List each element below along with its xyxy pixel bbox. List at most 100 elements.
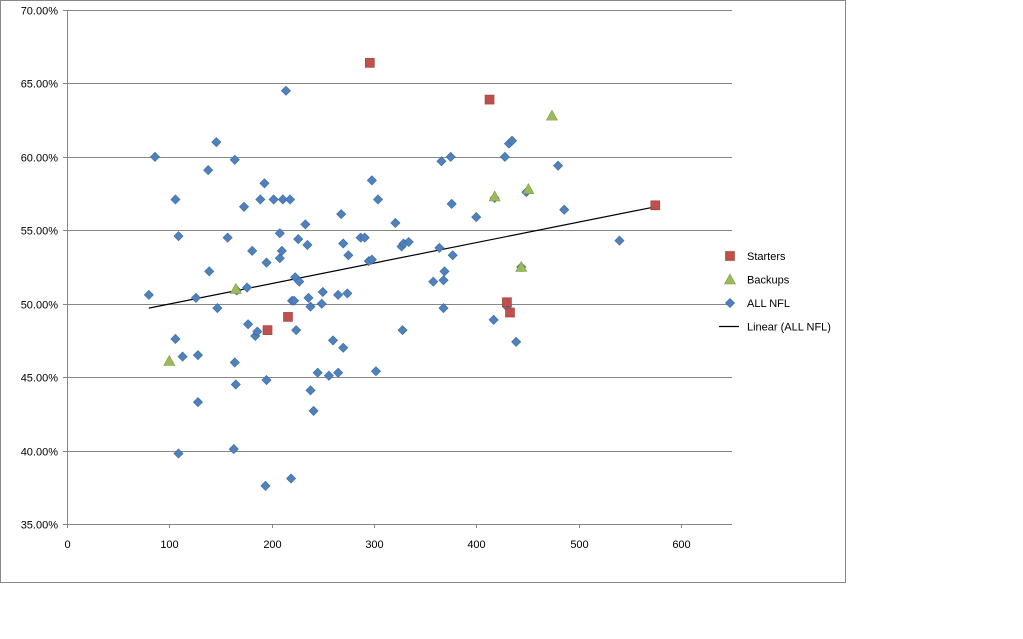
data-point-square: [262, 325, 273, 335]
data-point-square: [502, 297, 512, 308]
data-point-diamond: [274, 253, 285, 264]
data-point-diamond: [372, 194, 384, 205]
data-point-diamond: [190, 292, 201, 303]
data-point-diamond: [285, 194, 296, 205]
legend-swatch-triangle: [723, 273, 737, 285]
data-point-diamond: [342, 288, 353, 299]
data-point-diamond: [149, 151, 161, 162]
data-point-diamond: [293, 234, 304, 245]
x-tick-label: 100: [160, 539, 178, 551]
data-point-diamond: [312, 367, 323, 378]
data-point-diamond: [559, 204, 570, 215]
data-point-diamond: [229, 154, 240, 165]
data-point-square: [505, 307, 515, 318]
legend-item: Starters: [725, 251, 786, 263]
data-point-diamond: [143, 289, 154, 300]
data-point-diamond: [276, 245, 287, 256]
data-point-triangle: [522, 183, 535, 194]
data-point-diamond: [471, 212, 482, 223]
data-point-diamond: [338, 238, 349, 249]
data-point-diamond: [390, 217, 401, 228]
y-tick-label: 40.00%: [21, 447, 59, 459]
data-point-diamond: [212, 303, 223, 314]
series-backups: [163, 109, 558, 366]
data-point-diamond: [434, 242, 445, 253]
data-point-diamond: [286, 473, 297, 484]
legend-label: Starters: [747, 251, 786, 263]
data-point-square: [283, 312, 293, 322]
data-point-diamond: [228, 444, 239, 455]
data-point-diamond: [336, 209, 347, 220]
data-point-diamond: [238, 201, 250, 212]
data-point-diamond: [338, 342, 349, 353]
data-point-diamond: [261, 257, 272, 268]
series-all-nfl: [143, 85, 661, 491]
data-point-diamond: [294, 276, 305, 287]
data-point-diamond: [305, 301, 316, 312]
x-tick-label: 400: [467, 539, 485, 551]
data-point-diamond: [316, 298, 327, 309]
data-point-diamond: [277, 194, 288, 205]
data-point-diamond: [507, 135, 518, 146]
data-point-triangle: [488, 190, 501, 202]
data-point-diamond: [289, 295, 300, 306]
data-point-diamond: [252, 326, 263, 337]
data-point-diamond: [333, 367, 344, 378]
data-point-square: [365, 58, 375, 68]
legend-item: ALL NFL: [724, 297, 790, 310]
y-tick-label: 45.00%: [21, 373, 59, 385]
y-tick-label: 35.00%: [21, 520, 59, 532]
y-tick-label: 55.00%: [21, 226, 59, 238]
x-tick-label: 0: [64, 539, 70, 551]
legend: Starters Backups ALL NFL Linear (ALL NFL): [719, 251, 831, 334]
data-point-diamond: [222, 232, 233, 243]
y-tick-label: 65.00%: [21, 79, 59, 91]
y-tick-label: 50.00%: [21, 300, 59, 312]
data-point-diamond: [170, 333, 181, 344]
data-point-diamond: [445, 151, 456, 162]
data-point-triangle: [229, 282, 242, 294]
legend-item: Backups: [723, 273, 790, 287]
data-point-square: [650, 200, 661, 211]
data-point-diamond: [436, 156, 447, 167]
data-point-diamond: [366, 254, 377, 265]
data-point-diamond: [446, 198, 457, 209]
y-tick-label: 60.00%: [21, 153, 59, 165]
data-point-triangle: [163, 354, 176, 366]
data-point-diamond: [211, 137, 222, 148]
legend-item: Linear (ALL NFL): [719, 322, 831, 334]
data-point-diamond: [397, 325, 408, 336]
axes: 35.00% 40.00% 45.00% 50.00% 55.00% 60.00% 65.0…: [21, 6, 691, 552]
legend-swatch-square: [725, 251, 735, 261]
data-point-diamond: [242, 282, 253, 293]
data-point-diamond: [173, 448, 184, 459]
data-point-diamond: [305, 385, 316, 396]
data-point-diamond: [177, 351, 188, 362]
data-point-square: [484, 94, 495, 105]
data-point-diamond: [255, 194, 266, 205]
data-point-diamond: [317, 286, 328, 297]
data-point-diamond: [259, 178, 270, 189]
data-point-diamond: [343, 250, 354, 261]
x-tick-label: 500: [570, 539, 588, 551]
data-point-diamond: [243, 319, 254, 330]
x-tick-label: 600: [672, 539, 690, 551]
data-point-diamond: [274, 228, 285, 239]
data-point-diamond: [511, 336, 522, 347]
data-point-diamond: [366, 175, 377, 186]
data-point-diamond: [173, 231, 184, 242]
data-point-diamond: [303, 292, 314, 303]
x-tick-label: 300: [365, 539, 383, 551]
data-point-diamond: [229, 357, 240, 368]
data-point-diamond: [308, 405, 319, 416]
data-point-diamond: [230, 379, 241, 390]
legend-label: Linear (ALL NFL): [747, 322, 831, 334]
data-point-diamond: [553, 160, 564, 171]
data-point-diamond: [488, 314, 499, 325]
data-point-diamond: [302, 239, 313, 250]
data-point-diamond: [170, 194, 181, 205]
data-point-diamond: [370, 366, 381, 377]
legend-label: ALL NFL: [747, 298, 790, 310]
